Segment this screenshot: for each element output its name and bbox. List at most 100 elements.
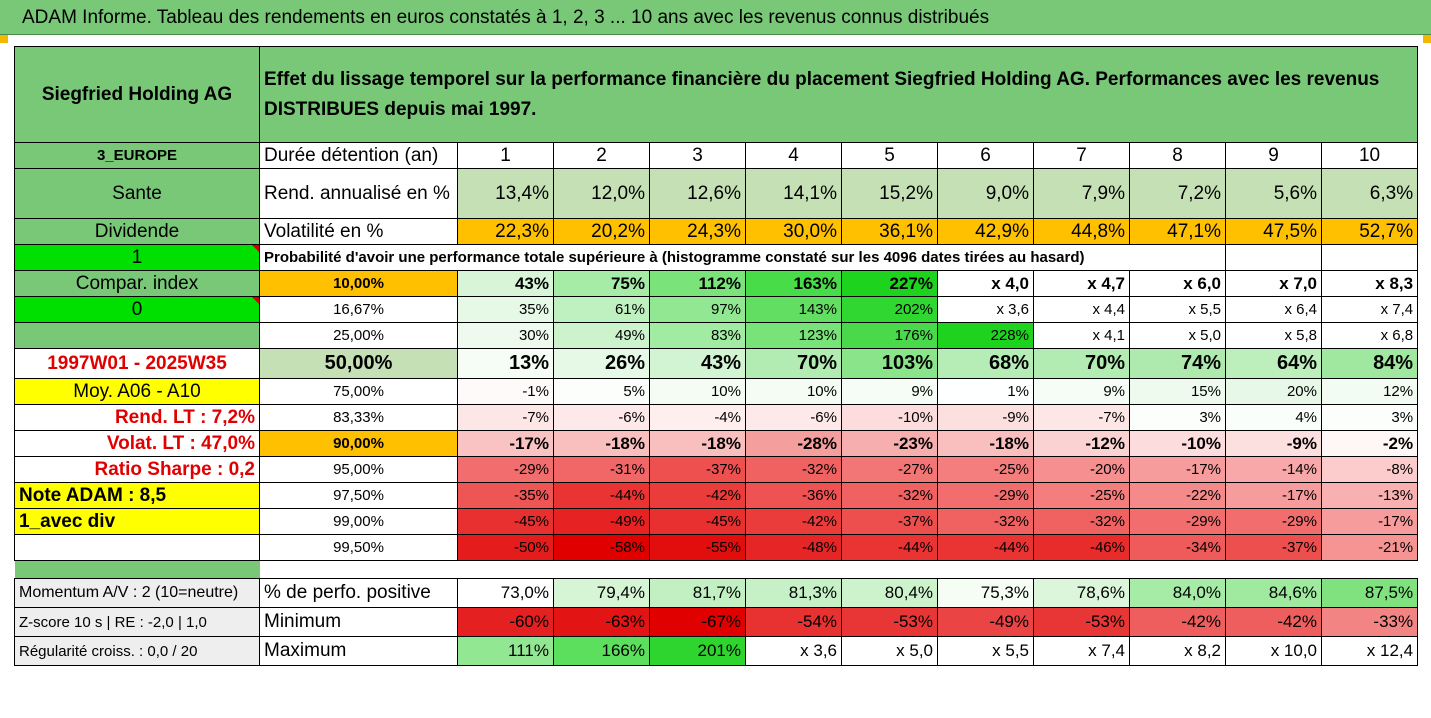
prob-value: x 8,3 <box>1320 270 1419 297</box>
prob-value: -31% <box>553 456 650 483</box>
prob-value: -58% <box>553 534 650 561</box>
prob-value: 12% <box>1320 378 1419 405</box>
prob-threshold: 97,50% <box>259 482 458 509</box>
stat-value: x 5,5 <box>937 636 1034 666</box>
prob-value: x 4,7 <box>1033 270 1130 297</box>
moy-cell[interactable]: Moy. A06 - A10 <box>14 378 260 405</box>
prob-value: x 5,5 <box>1129 296 1226 323</box>
momentum-cell: Momentum A/V : 2 (10=neutre) <box>14 578 260 608</box>
mode-cell[interactable]: Dividende <box>14 218 260 245</box>
stat-value: x 10,0 <box>1225 636 1322 666</box>
prob-value: -44% <box>553 482 650 509</box>
rend-label: Rend. annualisé en % <box>259 168 458 219</box>
prob-value: -29% <box>937 482 1034 509</box>
prob-value: 103% <box>841 348 938 379</box>
prob-value: x 7,0 <box>1225 270 1322 297</box>
stat-value: 111% <box>457 636 554 666</box>
stat-value: -63% <box>553 607 650 637</box>
prob-value: -6% <box>745 404 842 431</box>
prob-value: 64% <box>1225 348 1322 379</box>
prob-value: -42% <box>745 508 842 535</box>
prob-value: -22% <box>1129 482 1226 509</box>
year-header: 8 <box>1129 142 1226 169</box>
prob-value: x 4,1 <box>1033 322 1130 349</box>
stat-value: 201% <box>649 636 746 666</box>
note-adam-cell: Note ADAM : 8,5 <box>14 482 260 509</box>
avec-div-cell[interactable]: 1_avec div <box>14 508 260 535</box>
prob-value: -48% <box>745 534 842 561</box>
prob-value: -42% <box>649 482 746 509</box>
prob-value: -37% <box>649 456 746 483</box>
prob-value: 1% <box>937 378 1034 405</box>
compar-index-cell[interactable]: Compar. index <box>14 270 260 297</box>
report-title-bar: ADAM Informe. Tableau des rendements en … <box>0 0 1431 35</box>
prob-value: 84% <box>1320 348 1419 379</box>
prob-value: -20% <box>1033 456 1130 483</box>
prob-value: 3% <box>1129 404 1226 431</box>
stat-value: 166% <box>553 636 650 666</box>
vol-value: 24,3% <box>649 218 746 245</box>
stat-value: 84,0% <box>1129 578 1226 608</box>
vol-value: 42,9% <box>937 218 1034 245</box>
prob-value: 43% <box>649 348 746 379</box>
stat-value: -49% <box>937 607 1034 637</box>
sector-cell[interactable]: Sante <box>14 168 260 219</box>
rend-value: 7,2% <box>1129 168 1226 219</box>
prob-value: 4% <box>1225 404 1322 431</box>
prob-value: 68% <box>937 348 1034 379</box>
year-header: 2 <box>553 142 650 169</box>
rend-value: 9,0% <box>937 168 1034 219</box>
prob-value: 15% <box>1129 378 1226 405</box>
flag-cell-1[interactable]: 1 <box>14 244 260 271</box>
prob-value: -23% <box>841 430 938 457</box>
prob-title: Probabilité d'avoir une performance tota… <box>259 244 1226 271</box>
vol-value: 36,1% <box>841 218 938 245</box>
year-header: 1 <box>457 142 554 169</box>
prob-value: -17% <box>1225 482 1322 509</box>
prob-value: x 3,6 <box>937 296 1034 323</box>
prob-value: -14% <box>1225 456 1322 483</box>
prob-value: -7% <box>1033 404 1130 431</box>
prob-value: -6% <box>553 404 650 431</box>
prob-value: -29% <box>1225 508 1322 535</box>
prob-value: x 4,0 <box>937 270 1034 297</box>
period-cell: 1997W01 - 2025W35 <box>14 348 260 379</box>
prob-value: -21% <box>1320 534 1419 561</box>
year-header: 6 <box>937 142 1034 169</box>
flag-cell-0[interactable]: 0 <box>14 296 260 323</box>
stat-value: 81,7% <box>649 578 746 608</box>
prob-value: -18% <box>937 430 1034 457</box>
volat-lt-cell: Volat. LT : 47,0% <box>14 430 260 457</box>
prob-value: 10% <box>745 378 842 405</box>
stat-value: 80,4% <box>841 578 938 608</box>
prob-value: -8% <box>1320 456 1419 483</box>
prob-value: -25% <box>937 456 1034 483</box>
prob-value: 5% <box>553 378 650 405</box>
sharpe-cell: Ratio Sharpe : 0,2 <box>14 456 260 483</box>
prob-value: -25% <box>1033 482 1130 509</box>
stat-value: -42% <box>1225 607 1322 637</box>
prob-value: -17% <box>1320 508 1419 535</box>
stat-value: -42% <box>1129 607 1226 637</box>
prob-value: 61% <box>553 296 650 323</box>
stat-value: -60% <box>457 607 554 637</box>
prob-value: -35% <box>457 482 554 509</box>
empty-cell <box>1225 244 1322 271</box>
year-header: 4 <box>745 142 842 169</box>
stat-value: 78,6% <box>1033 578 1130 608</box>
prob-value: -37% <box>841 508 938 535</box>
prob-value: 202% <box>841 296 938 323</box>
empty-cell <box>1320 244 1419 271</box>
region-cell[interactable]: 3_EUROPE <box>14 142 260 169</box>
stat-value: x 8,2 <box>1129 636 1226 666</box>
stat-label: Maximum <box>259 636 458 666</box>
stat-value: -53% <box>1033 607 1130 637</box>
vol-value: 22,3% <box>457 218 554 245</box>
stat-value: 75,3% <box>937 578 1034 608</box>
stat-label: Minimum <box>259 607 458 637</box>
prob-threshold: 25,00% <box>259 322 458 349</box>
prob-value: -36% <box>745 482 842 509</box>
company-name[interactable]: Siegfried Holding AG <box>14 46 260 143</box>
spacer-cell <box>260 561 1418 579</box>
stat-value: x 5,0 <box>841 636 938 666</box>
